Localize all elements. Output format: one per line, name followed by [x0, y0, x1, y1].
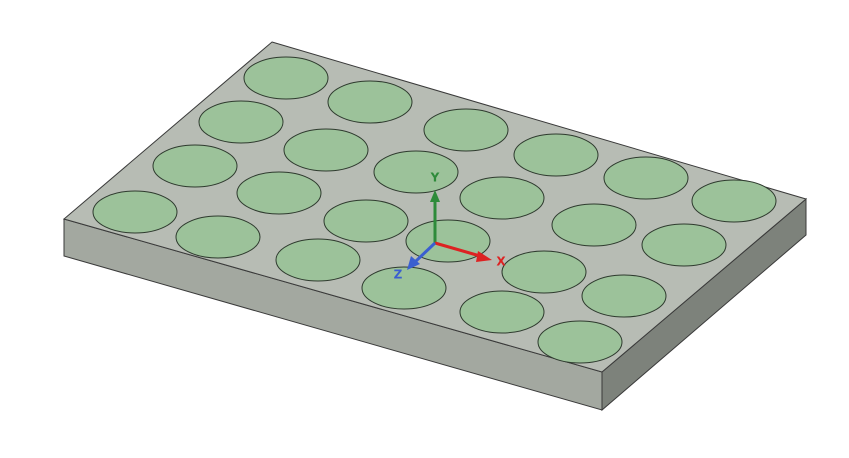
circular-pad [423, 108, 509, 152]
circular-pad [373, 150, 459, 194]
y-axis-head [430, 190, 440, 202]
circular-pad [323, 199, 409, 243]
x-axis-arrow [434, 241, 481, 258]
x-axis-head [476, 251, 492, 262]
circular-pad [275, 238, 361, 282]
circular-pad [603, 156, 689, 200]
circular-pad [327, 80, 413, 124]
circular-pad [459, 290, 545, 334]
circular-pad [537, 320, 623, 364]
circular-pad [283, 128, 369, 172]
circular-pad [361, 266, 447, 310]
circular-pad [175, 215, 261, 259]
z-axis-label: Z [394, 268, 403, 282]
y-axis-label: Y [430, 171, 440, 185]
circular-pad [92, 190, 178, 234]
circular-pad [691, 179, 777, 223]
circular-pad [459, 176, 545, 220]
circular-pad [243, 56, 329, 100]
circular-pad [581, 274, 667, 318]
z-axis-head [407, 256, 420, 270]
triad: Y X Z [394, 171, 507, 282]
circular-pad [198, 100, 284, 144]
circular-pad [641, 223, 727, 267]
z-axis-arrow [414, 241, 437, 263]
x-axis-label: X [496, 255, 506, 269]
circular-pad [236, 171, 322, 215]
circular-pad [501, 250, 587, 294]
circular-pad [152, 144, 238, 188]
pads [92, 56, 777, 364]
circular-pad [551, 203, 637, 247]
circular-pad [513, 133, 599, 177]
